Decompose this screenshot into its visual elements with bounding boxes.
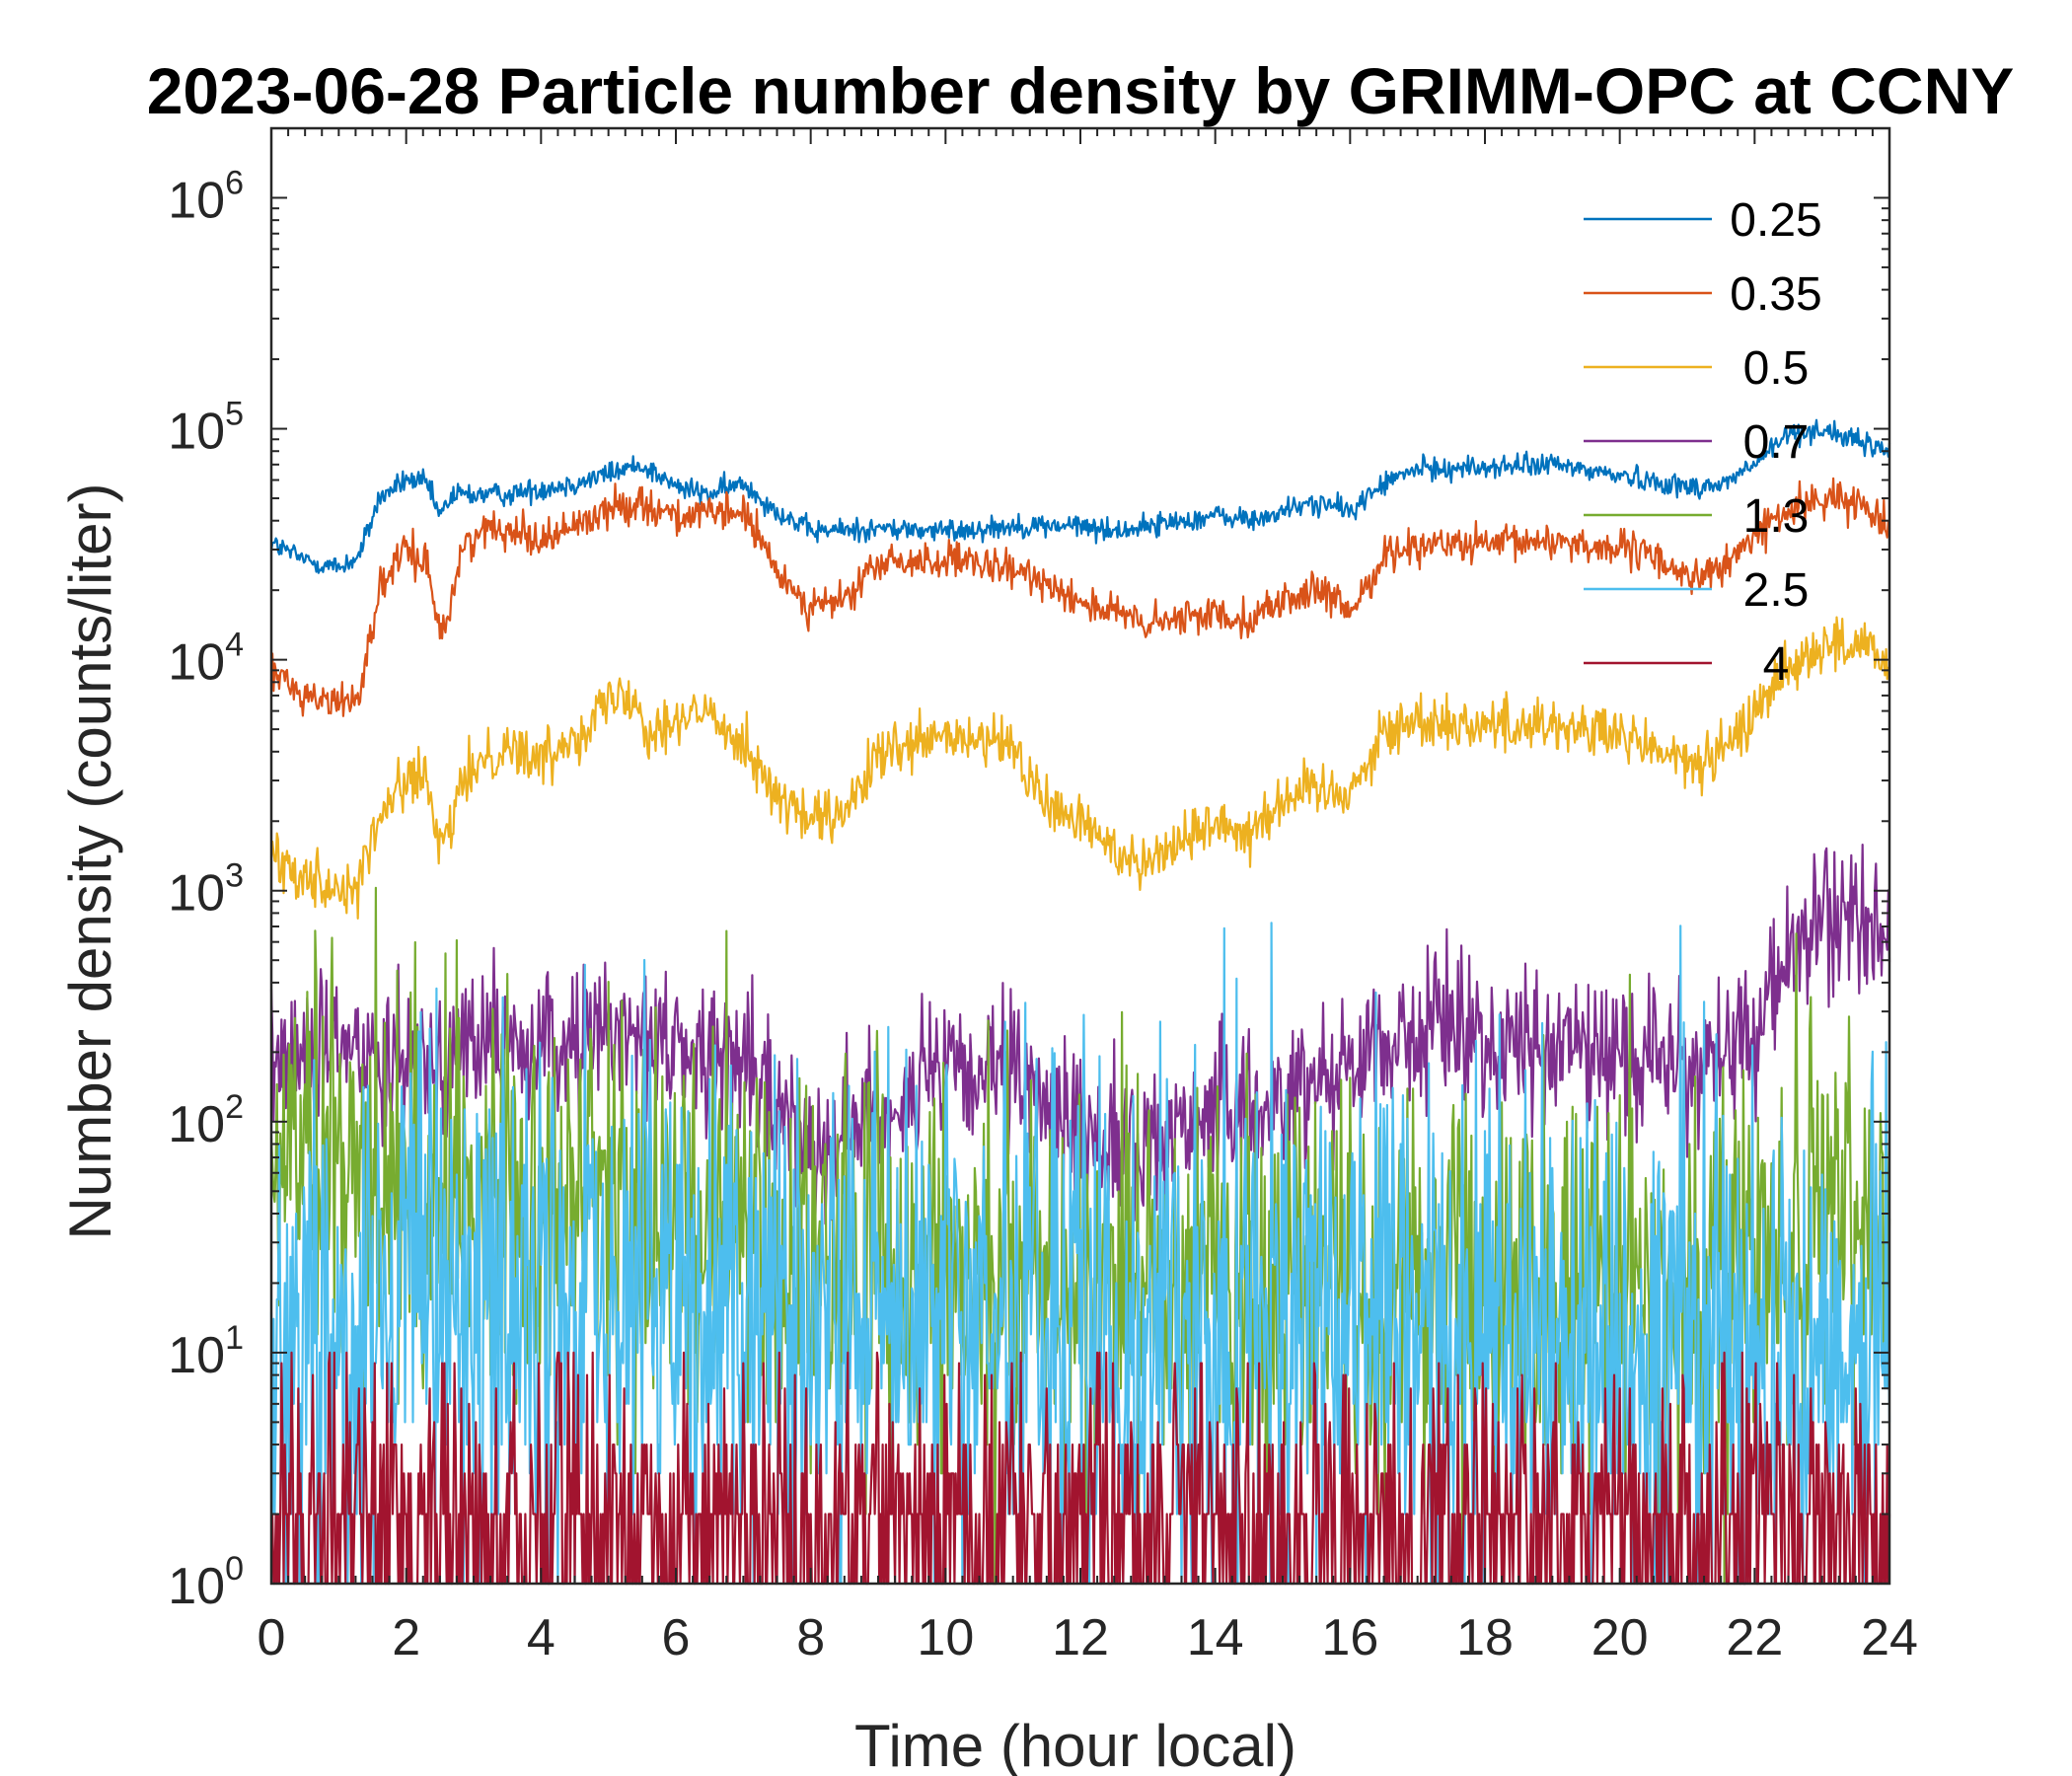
- y-tick-label: 102: [168, 1088, 244, 1153]
- x-tick-label: 24: [1861, 1609, 1918, 1666]
- legend: 0.25 0.35 0.5 0.7 1.3 2.5 4: [1584, 194, 1822, 691]
- y-tick-label: 106: [168, 164, 244, 229]
- legend-label-0.5: 0.5: [1743, 342, 1810, 395]
- y-axis-label: Number density (counts/liter): [57, 483, 123, 1240]
- x-tick-label: 22: [1726, 1609, 1783, 1666]
- series-line-0.35: [269, 477, 1891, 717]
- legend-label-0.7: 0.7: [1743, 416, 1810, 469]
- x-tick-label: 16: [1321, 1609, 1378, 1666]
- x-tick-label: 10: [917, 1609, 974, 1666]
- x-tick-label: 20: [1591, 1609, 1649, 1666]
- x-tick-label: 4: [527, 1609, 555, 1666]
- legend-label-1.3: 1.3: [1743, 490, 1810, 543]
- axis-ticks: [270, 127, 1890, 1585]
- y-tick-label: 101: [168, 1319, 244, 1384]
- x-tick-label: 0: [258, 1609, 286, 1666]
- x-tick-label: 14: [1187, 1609, 1244, 1666]
- x-tick-label: 8: [796, 1609, 825, 1666]
- series-line-0.5: [269, 616, 1891, 921]
- x-tick-label: 2: [392, 1609, 420, 1666]
- x-tick-label: 6: [662, 1609, 691, 1666]
- y-tick-label: 103: [168, 857, 244, 923]
- x-axis-tick-labels: 0 2 4 6 8 10 12 14 16 18 20 22 24: [258, 1609, 1918, 1666]
- series-line-0.25: [269, 418, 1891, 574]
- y-tick-label: 100: [168, 1550, 244, 1615]
- y-tick-label: 104: [168, 627, 244, 692]
- x-tick-label: 18: [1456, 1609, 1514, 1666]
- legend-label-4: 4: [1763, 638, 1790, 691]
- legend-label-0.35: 0.35: [1730, 268, 1821, 321]
- x-axis-label: Time (hour local): [854, 1713, 1296, 1776]
- legend-label-0.25: 0.25: [1730, 194, 1821, 247]
- chart-title: 2023-06-28 Particle number density by GR…: [147, 54, 2015, 127]
- x-tick-label: 12: [1052, 1609, 1109, 1666]
- series-line-2.5: [269, 922, 1891, 1586]
- y-tick-label: 105: [168, 396, 244, 461]
- y-axis-tick-labels: 100 101 102 103 104 105 106: [168, 164, 244, 1615]
- legend-label-2.5: 2.5: [1743, 564, 1810, 617]
- plot-area: [269, 418, 1891, 1586]
